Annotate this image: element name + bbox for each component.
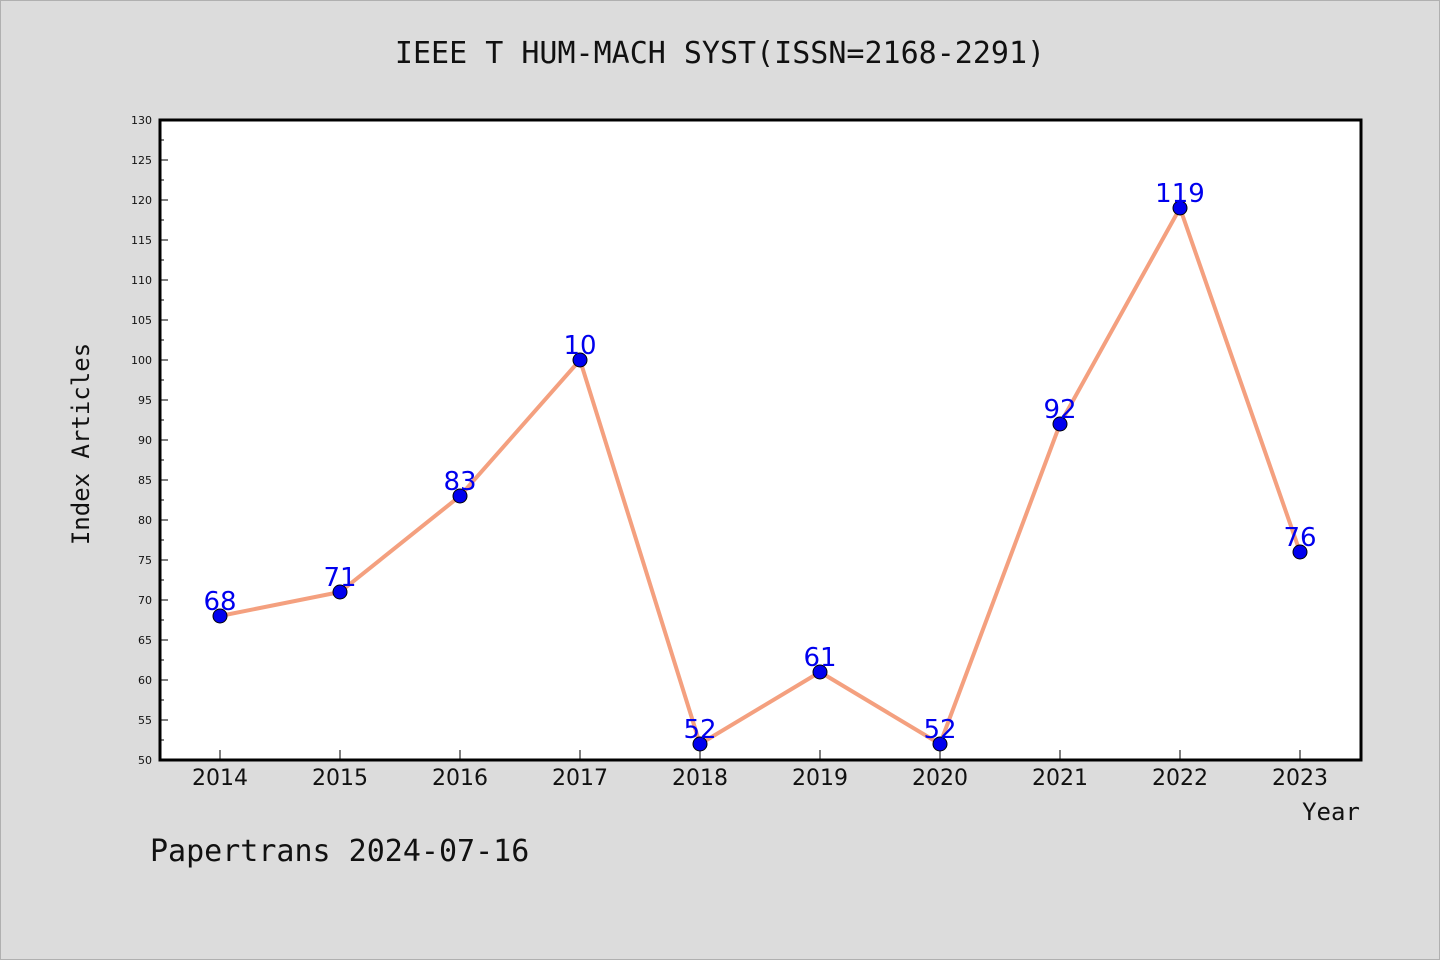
y-tick-label: 125 bbox=[131, 154, 152, 167]
chart-title: IEEE T HUM-MACH SYST(ISSN=2168-2291) bbox=[394, 36, 1046, 71]
y-tick-label: 115 bbox=[131, 234, 152, 247]
data-label: 83 bbox=[443, 467, 476, 497]
data-labels: 68 71 83 10 52 61 52 92 119 76 bbox=[203, 179, 1316, 745]
y-tick-label: 130 bbox=[131, 114, 152, 127]
x-tick-label: 2022 bbox=[1152, 766, 1208, 791]
watermark-text: Papertrans 2024-07-16 bbox=[150, 834, 530, 869]
x-tick-label: 2014 bbox=[192, 766, 248, 791]
data-point bbox=[812, 664, 828, 680]
y-tick-label: 75 bbox=[138, 554, 152, 567]
data-point bbox=[332, 584, 348, 600]
y-tick-label: 50 bbox=[138, 754, 152, 767]
data-label: 68 bbox=[203, 587, 236, 617]
y-axis: 50 55 60 65 70 75 80 85 90 95 100 105 110 115 120 125 13… bbox=[131, 114, 168, 767]
data-label: 10 bbox=[563, 331, 596, 361]
y-tick-label: 80 bbox=[138, 514, 152, 527]
y-tick-label: 65 bbox=[138, 634, 152, 647]
y-tick-label: 85 bbox=[138, 474, 152, 487]
x-tick-label: 2023 bbox=[1272, 766, 1328, 791]
y-tick-label: 55 bbox=[138, 714, 152, 727]
data-label: 76 bbox=[1283, 523, 1316, 553]
x-tick-label: 2015 bbox=[312, 766, 368, 791]
y-tick-label: 110 bbox=[131, 274, 152, 287]
y-tick-label: 70 bbox=[138, 594, 152, 607]
data-label: 71 bbox=[323, 563, 356, 593]
data-point bbox=[572, 352, 588, 368]
data-label: 52 bbox=[923, 715, 956, 745]
y-tick-label: 120 bbox=[131, 194, 152, 207]
x-tick-label: 2017 bbox=[552, 766, 608, 791]
data-label: 61 bbox=[803, 643, 836, 673]
y-tick-label: 90 bbox=[138, 434, 152, 447]
data-markers bbox=[212, 200, 1308, 752]
y-tick-label: 100 bbox=[131, 354, 152, 367]
data-point bbox=[452, 488, 468, 504]
x-axis: 2014 2015 2016 2017 2018 2019 2020 2021 2022 2023 bbox=[192, 750, 1328, 791]
x-tick-label: 2018 bbox=[672, 766, 728, 791]
x-axis-label: Year bbox=[1302, 798, 1360, 826]
x-tick-label: 2021 bbox=[1032, 766, 1088, 791]
data-point bbox=[212, 608, 228, 624]
series-line bbox=[219, 206, 1302, 746]
data-point bbox=[1292, 544, 1308, 560]
y-tick-label: 105 bbox=[131, 314, 152, 327]
data-label: 92 bbox=[1043, 395, 1076, 425]
data-label: 52 bbox=[683, 715, 716, 745]
data-point bbox=[692, 736, 708, 752]
y-axis-label: Index Articles bbox=[67, 343, 95, 545]
x-tick-label: 2020 bbox=[912, 766, 968, 791]
y-tick-label: 60 bbox=[138, 674, 152, 687]
data-point bbox=[932, 736, 948, 752]
data-point bbox=[1172, 200, 1188, 216]
x-tick-label: 2016 bbox=[432, 766, 488, 791]
plot-area bbox=[158, 118, 1363, 762]
y-tick-label: 95 bbox=[138, 394, 152, 407]
x-tick-label: 2019 bbox=[792, 766, 848, 791]
data-point bbox=[1052, 416, 1068, 432]
data-label: 119 bbox=[1155, 179, 1205, 209]
